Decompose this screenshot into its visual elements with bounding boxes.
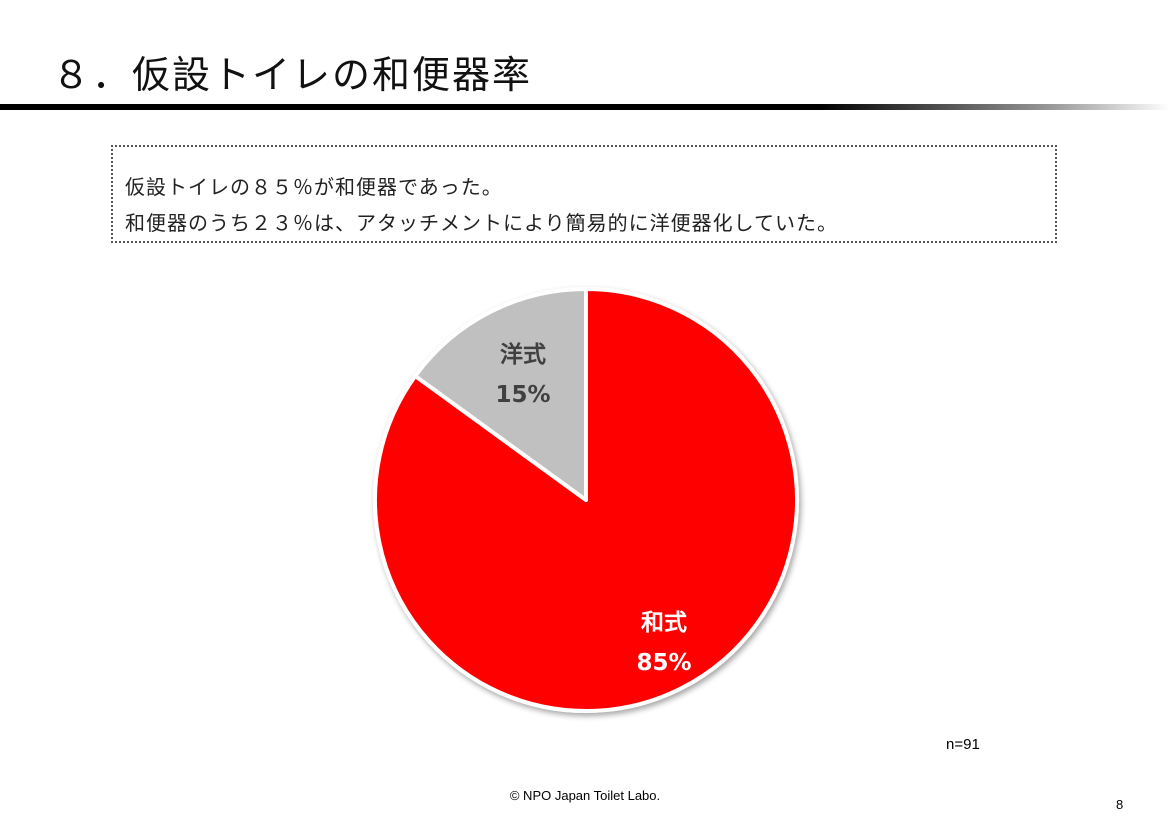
summary-line-2: 和便器のうち２３％は、アタッチメントにより簡易的に洋便器化していた。 — [125, 211, 838, 235]
pie-labels: 和式 85% 洋式 15% — [495, 341, 691, 676]
sample-size-label: n=91 — [946, 736, 980, 753]
summary-callout: 仮設トイレの８５％が和便器であった。 和便器のうち２３％は、アタッチメントにより… — [111, 145, 1057, 243]
title-underline — [0, 104, 1170, 110]
pie-slice-name-label: 和式 — [641, 610, 687, 636]
pie-slice-percent-label: 85% — [636, 650, 691, 676]
pie-slices — [373, 287, 799, 713]
page-title: ８．仮設トイレの和便器率 — [52, 53, 533, 97]
pie-slice-name-label: 洋式 — [500, 341, 546, 368]
summary-line-1: 仮設トイレの８５％が和便器であった。 — [125, 175, 503, 199]
footer-copyright: © NPO Japan Toilet Labo. — [509, 788, 661, 803]
pie-slice-youshiki — [413, 287, 588, 502]
pie-slice-percent-label: 15% — [495, 382, 550, 408]
page-number: 8 — [1116, 797, 1124, 812]
pie-slice-washiki — [373, 287, 799, 713]
